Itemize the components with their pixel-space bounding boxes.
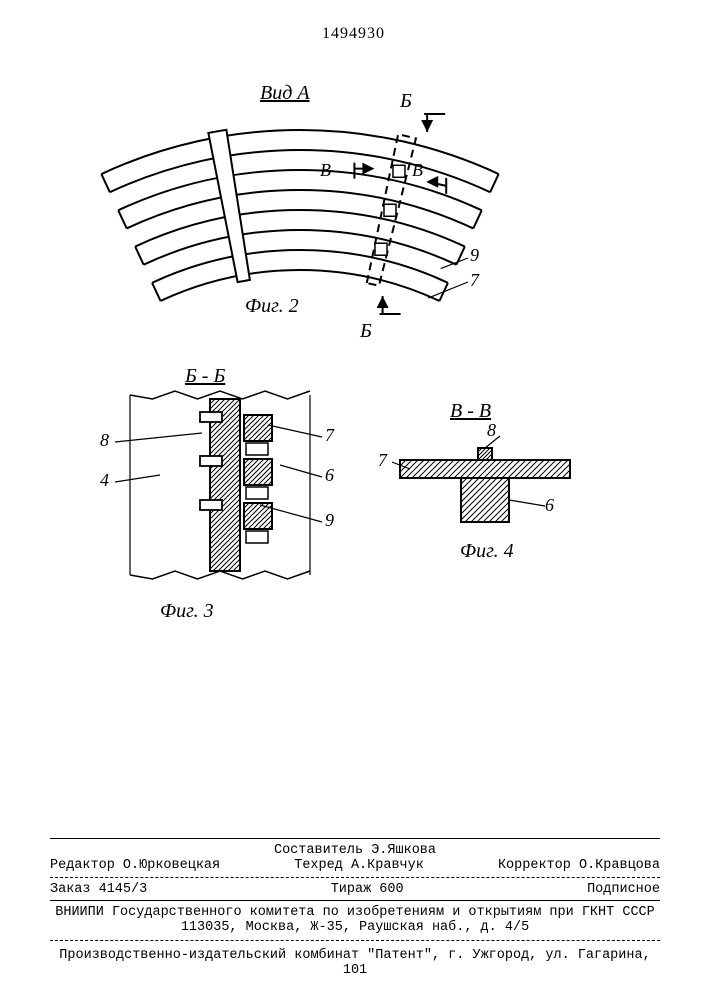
fig4-caption: Фиг. 4 [460, 540, 514, 563]
footer-editor: Редактор О.Юрковецкая [50, 858, 220, 873]
page: 1494930 Вид А Б Б В В 9 7 Фиг. 2 Б - Б 8… [0, 0, 707, 1000]
footer-tech: Техред А.Кравчук [294, 858, 424, 873]
fig4-leader-7: 7 [378, 450, 387, 471]
footer-order-row: Заказ 4145/3 Тираж 600 Подписное [50, 882, 660, 897]
footer-org2: Производственно-издательский комбинат "П… [50, 948, 660, 978]
fig4-leader-6: 6 [545, 495, 554, 516]
fig4-leader-8: 8 [487, 420, 496, 441]
footer-subscription: Подписное [587, 882, 660, 897]
footer-printrun: Тираж 600 [331, 882, 404, 897]
footer-credits-row: Редактор О.Юрковецкая Техред А.Кравчук К… [50, 858, 660, 873]
footer-order: Заказ 4145/3 [50, 882, 147, 897]
footer-rule-2 [50, 877, 660, 878]
footer-compiler: Составитель Э.Яшкова [50, 843, 660, 858]
footer-rule-3 [50, 900, 660, 901]
footer-corrector: Корректор О.Кравцова [498, 858, 660, 873]
footer-org1: ВНИИПИ Государственного комитета по изоб… [50, 905, 660, 920]
footer-rule-1 [50, 838, 660, 839]
footer-addr1: 113035, Москва, Ж-35, Раушская наб., д. … [50, 920, 660, 935]
footer-rule-4 [50, 940, 660, 941]
